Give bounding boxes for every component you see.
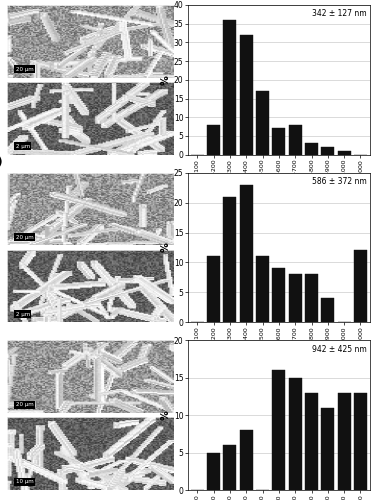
Text: 20 μm: 20 μm bbox=[16, 402, 34, 407]
Bar bbox=[305, 392, 318, 490]
Bar bbox=[338, 392, 351, 490]
X-axis label: Fiber Diameter (nm): Fiber Diameter (nm) bbox=[235, 359, 323, 368]
Text: c): c) bbox=[0, 324, 1, 336]
Text: 20 μm: 20 μm bbox=[16, 234, 34, 240]
X-axis label: Fiber Diameter (nm): Fiber Diameter (nm) bbox=[235, 191, 323, 200]
Bar bbox=[223, 196, 236, 322]
Bar bbox=[272, 128, 285, 154]
Text: b): b) bbox=[0, 156, 2, 169]
Text: 10 μm: 10 μm bbox=[16, 479, 34, 484]
Bar bbox=[305, 144, 318, 154]
Y-axis label: %: % bbox=[161, 75, 171, 85]
Text: 342 ± 127 nm: 342 ± 127 nm bbox=[312, 10, 367, 18]
Bar bbox=[240, 184, 253, 322]
Bar bbox=[338, 151, 351, 154]
Bar bbox=[354, 392, 367, 490]
Bar bbox=[207, 256, 220, 322]
Text: a): a) bbox=[0, 0, 2, 2]
Text: 20 μm: 20 μm bbox=[16, 67, 34, 72]
Bar bbox=[272, 268, 285, 322]
Bar bbox=[321, 408, 334, 490]
Bar bbox=[305, 274, 318, 322]
Text: 2 μm: 2 μm bbox=[16, 144, 30, 149]
Bar bbox=[256, 256, 269, 322]
Text: 586 ± 372 nm: 586 ± 372 nm bbox=[312, 177, 367, 186]
Bar bbox=[289, 274, 302, 322]
Y-axis label: %: % bbox=[161, 242, 171, 252]
Bar bbox=[207, 452, 220, 490]
Bar bbox=[223, 20, 236, 154]
Bar bbox=[207, 125, 220, 154]
Bar bbox=[256, 91, 269, 154]
Text: 2 μm: 2 μm bbox=[16, 312, 30, 316]
Bar bbox=[223, 445, 236, 490]
Bar bbox=[321, 298, 334, 322]
Bar bbox=[289, 378, 302, 490]
Text: 942 ± 425 nm: 942 ± 425 nm bbox=[312, 345, 367, 354]
Y-axis label: %: % bbox=[161, 410, 171, 420]
Bar bbox=[240, 35, 253, 154]
Bar bbox=[354, 250, 367, 322]
Bar bbox=[289, 125, 302, 154]
Bar bbox=[321, 147, 334, 154]
Bar bbox=[272, 370, 285, 490]
Bar bbox=[240, 430, 253, 490]
